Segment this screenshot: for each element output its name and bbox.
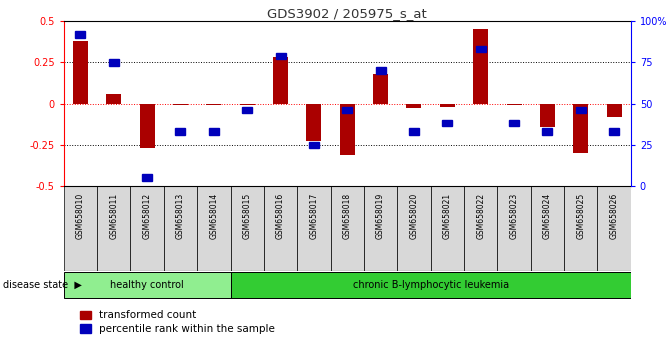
Bar xyxy=(507,104,521,105)
Bar xyxy=(564,186,597,271)
Bar xyxy=(106,94,121,104)
Text: GSM658017: GSM658017 xyxy=(309,193,319,239)
Bar xyxy=(109,59,119,65)
Text: GSM658022: GSM658022 xyxy=(476,193,485,239)
Bar xyxy=(397,186,431,271)
Bar xyxy=(609,129,619,135)
Text: GSM658021: GSM658021 xyxy=(443,193,452,239)
Bar xyxy=(540,104,555,127)
Text: GSM658014: GSM658014 xyxy=(209,193,218,239)
Bar xyxy=(473,29,488,104)
Bar xyxy=(142,175,152,181)
Bar xyxy=(73,41,88,104)
Bar xyxy=(373,74,388,104)
Title: GDS3902 / 205975_s_at: GDS3902 / 205975_s_at xyxy=(267,7,427,20)
Text: GSM658013: GSM658013 xyxy=(176,193,185,239)
Text: GSM658025: GSM658025 xyxy=(576,193,585,239)
Bar xyxy=(264,186,297,271)
Bar xyxy=(331,186,364,271)
Bar xyxy=(309,142,319,148)
Bar xyxy=(573,104,588,153)
Text: chronic B-lymphocytic leukemia: chronic B-lymphocytic leukemia xyxy=(352,280,509,290)
Text: GSM658026: GSM658026 xyxy=(609,193,619,239)
Bar xyxy=(576,107,586,113)
Bar xyxy=(64,272,231,298)
Bar xyxy=(231,272,631,298)
Text: GSM658018: GSM658018 xyxy=(343,193,352,239)
Text: GSM658019: GSM658019 xyxy=(376,193,385,239)
Bar xyxy=(376,68,386,74)
Text: GSM658010: GSM658010 xyxy=(76,193,85,239)
Text: disease state  ▶: disease state ▶ xyxy=(3,280,83,290)
Bar xyxy=(176,129,185,135)
Bar xyxy=(231,186,264,271)
Text: GSM658015: GSM658015 xyxy=(243,193,252,239)
Bar xyxy=(464,186,497,271)
Bar xyxy=(242,107,252,113)
Bar xyxy=(407,104,421,108)
Bar xyxy=(164,186,197,271)
Bar xyxy=(297,186,331,271)
Text: GSM658012: GSM658012 xyxy=(143,193,152,239)
Text: GSM658016: GSM658016 xyxy=(276,193,285,239)
Bar xyxy=(431,186,464,271)
Bar xyxy=(442,120,452,126)
Bar xyxy=(240,104,255,105)
Text: GSM658024: GSM658024 xyxy=(543,193,552,239)
Bar xyxy=(364,186,397,271)
Bar xyxy=(340,104,355,155)
Bar xyxy=(173,104,188,105)
Bar xyxy=(140,104,154,148)
Bar xyxy=(276,53,286,59)
Bar xyxy=(607,104,621,117)
Bar xyxy=(64,186,97,271)
Bar xyxy=(130,186,164,271)
Bar xyxy=(542,129,552,135)
Bar xyxy=(342,107,352,113)
Bar xyxy=(209,129,219,135)
Bar xyxy=(197,186,231,271)
Text: GSM658011: GSM658011 xyxy=(109,193,118,239)
Bar xyxy=(597,186,631,271)
Bar xyxy=(307,104,321,141)
Bar xyxy=(476,46,486,52)
Bar xyxy=(531,186,564,271)
Bar xyxy=(409,129,419,135)
Bar xyxy=(75,31,85,38)
Bar xyxy=(509,120,519,126)
Text: healthy control: healthy control xyxy=(110,280,184,290)
Bar xyxy=(273,57,288,104)
Legend: transformed count, percentile rank within the sample: transformed count, percentile rank withi… xyxy=(81,310,275,334)
Bar xyxy=(97,186,130,271)
Text: GSM658023: GSM658023 xyxy=(509,193,519,239)
Bar xyxy=(497,186,531,271)
Text: GSM658020: GSM658020 xyxy=(409,193,419,239)
Bar xyxy=(440,104,455,107)
Bar xyxy=(206,104,221,105)
